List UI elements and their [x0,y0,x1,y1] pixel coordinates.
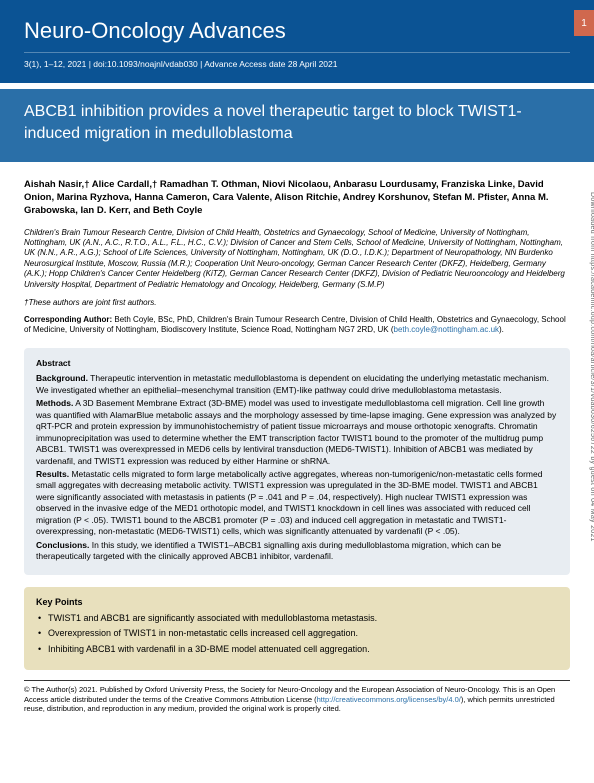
keypoints-box: Key Points TWIST1 and ABCB1 are signific… [24,587,570,670]
corresponding-label: Corresponding Author: [24,315,112,324]
first-authors-note: †These authors are joint first authors. [24,298,570,307]
journal-header: Neuro-Oncology Advances 3(1), 1–12, 2021… [0,0,594,83]
corresponding-email-link[interactable]: beth.coyle@nottingham.ac.uk [394,325,500,334]
corresponding-author: Corresponding Author: Beth Coyle, BSc, P… [24,315,570,336]
abstract-box: Abstract Background. Therapeutic interve… [24,348,570,575]
article-meta: 3(1), 1–12, 2021 | doi:10.1093/noajnl/vd… [24,59,570,69]
keypoint-item: Overexpression of TWIST1 in non-metastat… [36,628,558,640]
abstract-results: Results. Metastatic cells migrated to fo… [36,469,558,538]
abstract-methods: Methods. A 3D Basement Membrane Extract … [36,398,558,467]
article-title: ABCB1 inhibition provides a novel therap… [24,101,570,146]
page-number-tab: 1 [574,10,594,36]
abstract-heading: Abstract [36,358,558,369]
article-content: Downloaded from https://academic.oup.com… [0,162,594,724]
keypoints-heading: Key Points [36,597,558,607]
keypoints-list: TWIST1 and ABCB1 are significantly assoc… [36,613,558,656]
keypoint-item: TWIST1 and ABCB1 are significantly assoc… [36,613,558,625]
title-block: ABCB1 inhibition provides a novel therap… [0,89,594,162]
copyright-footer: © The Author(s) 2021. Published by Oxfor… [24,680,570,714]
journal-title: Neuro-Oncology Advances [24,18,570,44]
authors-list: Aishah Nasir,† Alice Cardall,† Ramadhan … [24,178,570,218]
header-divider [24,52,570,53]
keypoint-item: Inhibiting ABCB1 with vardenafil in a 3D… [36,644,558,656]
download-watermark: Downloaded from https://academic.oup.com… [589,192,594,542]
affiliations: Children's Brain Tumour Research Centre,… [24,228,570,290]
abstract-conclusions: Conclusions. In this study, we identifie… [36,540,558,563]
authors-text: Aishah Nasir,† Alice Cardall,† Ramadhan … [24,179,549,217]
abstract-background: Background. Therapeutic intervention in … [36,373,558,396]
license-link[interactable]: http://creativecommons.org/licenses/by/4… [317,695,461,704]
